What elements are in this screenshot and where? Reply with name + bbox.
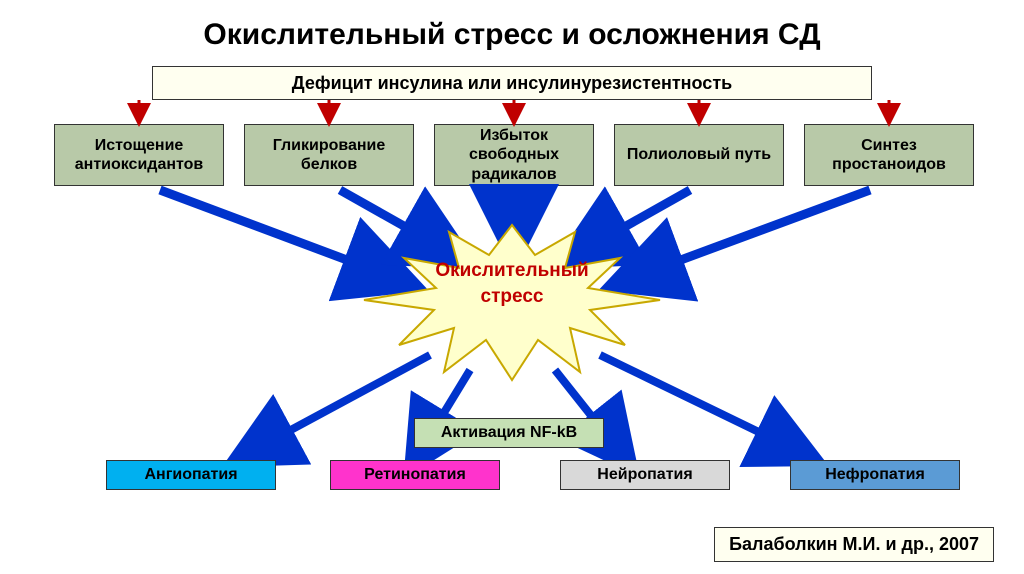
slide-title: Окислительный стресс и осложнения СД (0, 18, 1024, 52)
cause-box-0: Истощение антиоксидантов (54, 124, 224, 186)
result-box-1: Ретинопатия (330, 460, 500, 490)
result-box-2: Нейропатия (560, 460, 730, 490)
cause-box-2: Избыток свободных радикалов (434, 124, 594, 186)
top-box: Дефицит инсулина или инсулинурезистентно… (152, 66, 872, 100)
result-box-0: Ангиопатия (106, 460, 276, 490)
center-label: Окислительный стресс (362, 258, 662, 309)
activation-box: Активация NF-kB (414, 418, 604, 448)
result-box-3: Нефропатия (790, 460, 960, 490)
citation: Балаболкин М.И. и др., 2007 (714, 527, 994, 562)
cause-box-3: Полиоловый путь (614, 124, 784, 186)
cause-box-1: Гликирование белков (244, 124, 414, 186)
cause-box-4: Синтез простаноидов (804, 124, 974, 186)
